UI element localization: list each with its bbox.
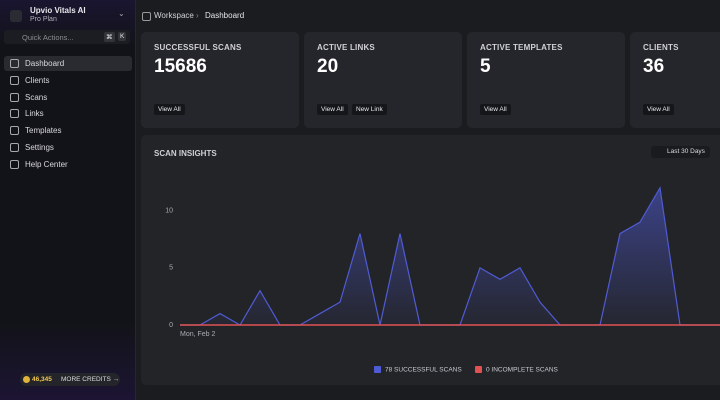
nav-item[interactable]: Scans: [4, 90, 132, 105]
search-placeholder: Quick Actions...: [22, 33, 74, 42]
shortcut-key: K: [118, 32, 127, 41]
app-name[interactable]: Upvio Vitals AI: [30, 6, 86, 15]
card-button[interactable]: View All: [643, 104, 674, 115]
nav-label: Clients: [25, 76, 50, 85]
nav-label: Links: [25, 109, 44, 118]
shortcut-key: ⌘: [104, 32, 115, 42]
y-tick-label: 5: [169, 265, 173, 272]
legend-label: 0 INCOMPLETE SCANS: [486, 367, 559, 374]
coin-icon: [23, 376, 30, 383]
card-value: 5: [480, 56, 491, 77]
card-button[interactable]: View All: [317, 104, 348, 115]
y-tick-label: 10: [165, 208, 173, 215]
nav-item[interactable]: Dashboard: [4, 56, 132, 71]
card-value: 15686: [154, 56, 207, 77]
stat-card: ACTIVE LINKS 20 View All New Link: [304, 32, 462, 128]
card-title: ACTIVE TEMPLATES: [480, 43, 563, 52]
breadcrumb: Dashboard: [205, 11, 245, 20]
chart-title: SCAN INSIGHTS: [154, 149, 217, 158]
breadcrumb[interactable]: Workspace: [154, 11, 194, 20]
card-value: 36: [643, 56, 665, 77]
card-value: 20: [317, 56, 339, 77]
card-button[interactable]: New Link: [352, 104, 387, 115]
card-title: CLIENTS: [643, 43, 679, 52]
nav-label: Scans: [25, 93, 48, 102]
card-button[interactable]: View All: [480, 104, 511, 115]
y-tick-label: 0: [169, 322, 173, 329]
range-label: Last 30 Days: [667, 148, 705, 155]
breadcrumb-icon: [142, 12, 151, 21]
chevron[interactable]: ⌄: [118, 9, 125, 18]
nav-item[interactable]: Clients: [4, 73, 132, 88]
x-tick-label: Mon, Feb 2: [180, 331, 216, 338]
nav-item[interactable]: Help Center: [4, 157, 132, 172]
sidebar: Upvio Vitals AI Pro Plan ⌄ Quick Actions…: [0, 0, 136, 400]
legend-swatch: [374, 366, 381, 373]
credits: 46,345: [32, 376, 52, 383]
legend-label: 78 SUCCESSFUL SCANS: [385, 367, 462, 374]
nav-item[interactable]: Links: [4, 106, 132, 121]
credits-button[interactable]: MORE CREDITS →: [61, 376, 120, 383]
nav-item[interactable]: Settings: [4, 140, 132, 155]
logo: [10, 10, 22, 22]
legend-swatch: [475, 366, 482, 373]
card-button[interactable]: View All: [154, 104, 185, 115]
stat-card: SUCCESSFUL SCANS 15686 View All: [141, 32, 299, 128]
breadcrumb-sep: ›: [196, 11, 199, 20]
card-title: ACTIVE LINKS: [317, 43, 375, 52]
card-title: SUCCESSFUL SCANS: [154, 43, 242, 52]
credits-pill[interactable]: 46,345 MORE CREDITS →: [20, 373, 120, 386]
stat-card: ACTIVE TEMPLATES 5 View All: [467, 32, 625, 128]
stat-card: CLIENTS 36 View All: [630, 32, 720, 128]
range-button[interactable]: Last 30 Days: [651, 146, 710, 158]
plan: Pro Plan: [30, 16, 57, 23]
area: [180, 187, 720, 325]
nav-label: Templates: [25, 126, 62, 135]
nav-label: Help Center: [25, 160, 68, 169]
nav-label: Dashboard: [25, 59, 65, 68]
nav-item[interactable]: Templates: [4, 123, 132, 138]
nav-label: Settings: [25, 143, 54, 152]
search[interactable]: Quick Actions... ⌘ K: [4, 30, 130, 44]
